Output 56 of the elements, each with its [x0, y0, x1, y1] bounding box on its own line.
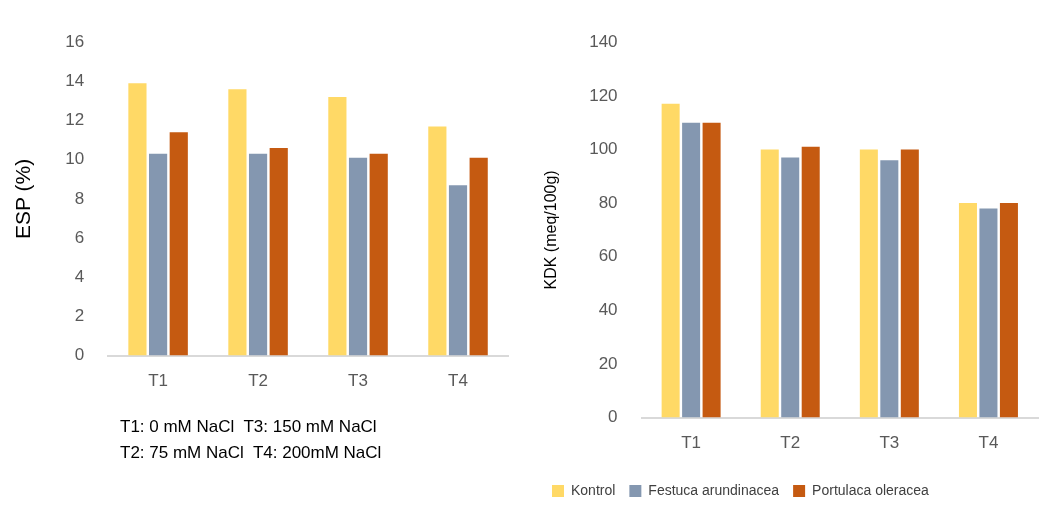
x-tick-label: T1: [681, 433, 702, 453]
bar: [900, 149, 919, 418]
legend-label: Portulaca oleracea: [812, 481, 930, 498]
x-tick-label: T4: [978, 433, 999, 453]
bar: [801, 146, 820, 418]
bar: [228, 89, 247, 356]
bar: [128, 83, 147, 356]
y-tick-label: 140: [589, 31, 618, 51]
y-axis-title: ESP (%): [11, 158, 35, 239]
bar: [248, 153, 268, 356]
bar: [469, 157, 488, 356]
text: T2: 75 mM NaCl T4: 200mM NaCl: [120, 442, 383, 464]
x-tick-label: T4: [448, 371, 468, 391]
bar: [328, 97, 347, 356]
bar: [760, 149, 779, 418]
y-tick-label: 20: [598, 353, 618, 373]
y-tick-label: 4: [74, 266, 85, 286]
x-tick-label: T2: [248, 371, 268, 391]
x-tick-label: T3: [348, 371, 368, 391]
y-tick-label: 6: [74, 227, 85, 247]
legend-label: Kontrol: [571, 481, 616, 498]
y-axis-title: KDK (meq/100g): [542, 170, 560, 290]
y-tick-label: 10: [65, 149, 85, 169]
x-tick-label: T1: [148, 371, 169, 391]
bar: [169, 132, 188, 356]
bar: [269, 147, 288, 356]
y-tick-label: 8: [74, 188, 85, 208]
bar: [448, 185, 468, 356]
bar: [369, 153, 388, 356]
bar: [428, 126, 447, 356]
y-tick-label: 2: [74, 306, 85, 326]
bar: [880, 160, 899, 418]
y-tick-label: 12: [65, 110, 85, 130]
bar: [661, 103, 680, 418]
y-tick-label: 80: [598, 192, 618, 212]
bar: [958, 203, 977, 418]
legend-label: Festuca arundinacea: [648, 481, 780, 498]
bar: [682, 122, 701, 418]
bar: [999, 203, 1018, 418]
y-tick-label: 40: [598, 300, 618, 320]
y-tick-label: 60: [598, 246, 618, 266]
text: T1: 0 mM NaCl T3: 150 mM NaCl: [120, 416, 378, 438]
bar: [979, 208, 998, 418]
y-tick-label: 0: [608, 407, 618, 427]
y-tick-label: 120: [589, 85, 618, 105]
y-tick-label: 16: [65, 31, 85, 51]
bar: [781, 157, 800, 418]
x-tick-label: T2: [780, 433, 801, 453]
bar: [149, 153, 168, 356]
x-tick-label: T3: [879, 433, 900, 453]
bar: [702, 122, 721, 418]
bar: [348, 157, 368, 356]
bar: [859, 149, 878, 418]
y-tick-label: 100: [589, 139, 618, 159]
y-tick-label: 14: [65, 71, 85, 91]
y-tick-label: 0: [74, 345, 85, 365]
